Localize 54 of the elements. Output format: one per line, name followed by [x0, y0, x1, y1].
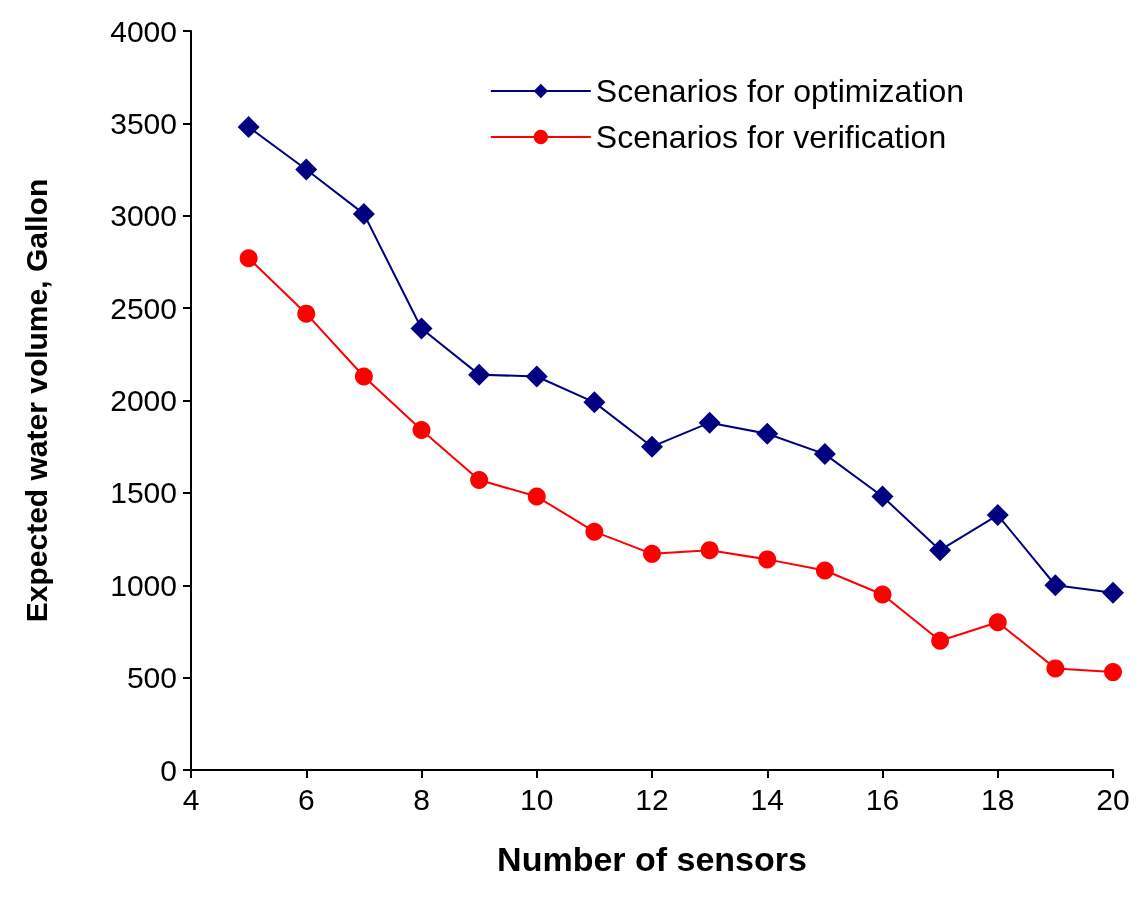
- x-tick-label: 12: [635, 782, 669, 816]
- x-tick-label: 6: [297, 782, 315, 816]
- point: [643, 544, 661, 563]
- point: [527, 487, 546, 506]
- point: [470, 470, 489, 489]
- point: [698, 411, 721, 434]
- y-tick-label: 2500: [110, 291, 177, 325]
- point: [988, 613, 1007, 632]
- y-axis-title: Expected water volume, Gallon: [19, 178, 53, 623]
- legend-label: Scenarios for optimization: [595, 73, 964, 109]
- point: [871, 485, 894, 508]
- y-tick-label: 500: [126, 661, 177, 695]
- x-tick-label: 20: [1096, 782, 1130, 816]
- x-tick-label: 18: [981, 782, 1015, 816]
- y-tick-label: 3500: [110, 106, 177, 140]
- point: [1046, 659, 1065, 678]
- point: [1102, 581, 1124, 604]
- point: [758, 550, 777, 569]
- point: [1044, 574, 1067, 597]
- x-tick-label: 10: [520, 782, 554, 816]
- point: [352, 202, 375, 225]
- y-tick-label: 1500: [110, 476, 177, 510]
- point: [585, 522, 604, 541]
- legend-label: Scenarios for verification: [595, 119, 947, 155]
- point: [297, 304, 316, 323]
- point: [1104, 663, 1122, 682]
- point: [813, 443, 836, 466]
- x-tick-label: 16: [865, 782, 900, 816]
- point: [641, 435, 663, 458]
- y-tick-label: 0: [160, 753, 177, 787]
- point: [410, 317, 433, 340]
- point: [295, 158, 318, 181]
- point: [525, 365, 548, 388]
- point: [700, 541, 719, 560]
- point: [986, 504, 1009, 527]
- point: [583, 391, 606, 414]
- point: [929, 539, 952, 562]
- point: [412, 421, 431, 440]
- point: [354, 367, 373, 386]
- point: [873, 585, 892, 604]
- y-tick-label: 2000: [110, 384, 177, 417]
- x-tick-label: 8: [413, 782, 430, 816]
- y-tick-label: 4000: [110, 14, 177, 48]
- point: [756, 422, 779, 445]
- point: [931, 631, 950, 650]
- point: [237, 116, 260, 139]
- x-tick-label: 4: [182, 782, 200, 816]
- x-tick-label: 14: [750, 782, 784, 816]
- y-tick-label: 3000: [110, 199, 177, 233]
- point: [468, 363, 491, 386]
- x-axis-title: Number of sensors: [497, 840, 807, 878]
- point: [815, 561, 834, 580]
- point: [239, 249, 258, 268]
- y-tick-label: 1000: [110, 568, 177, 602]
